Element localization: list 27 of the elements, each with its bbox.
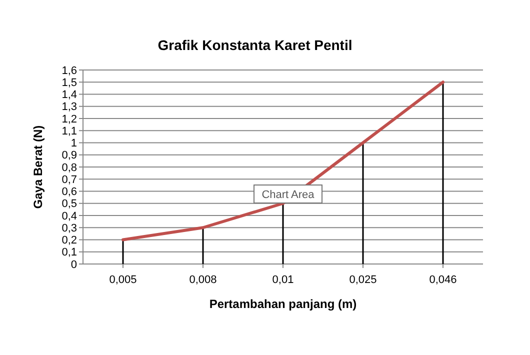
y-tick-label: 1,4 (62, 89, 77, 102)
x-tick-label: 0,025 (349, 274, 377, 286)
y-tick-label: 1,1 (62, 125, 77, 138)
y-axis-title: Gaya Berat (N) (31, 125, 45, 209)
y-tick-label: 0,2 (62, 234, 77, 247)
x-tick-label: 0,046 (429, 274, 457, 286)
y-tick-label: 0,8 (62, 162, 77, 174)
y-tick-label: 0,3 (62, 222, 77, 234)
y-tick-label: 1,3 (62, 101, 77, 114)
x-tick-label: 0,005 (109, 274, 137, 286)
y-tick-label: 0,6 (62, 186, 77, 198)
y-tick-label: 1,2 (62, 113, 77, 126)
x-tick-label: 0,01 (272, 274, 294, 286)
annotation: Chart Area (262, 189, 316, 201)
y-tick-label: 0,9 (62, 150, 77, 162)
y-tick-label: 0,7 (62, 174, 77, 186)
chart-title: Grafik Konstanta Karet Pentil (158, 37, 352, 53)
line-series (122, 80, 444, 242)
y-tick-label: 0,5 (62, 198, 77, 210)
y-tick-label: 1,6 (62, 64, 77, 77)
x-tick-label: 0,008 (189, 274, 217, 286)
y-tick-label: 0,4 (62, 210, 77, 222)
y-tick-label: 0 (70, 258, 77, 271)
y-tick-label: 0,1 (62, 246, 77, 259)
y-tick-label: 1,5 (62, 76, 77, 89)
y-tick-label: 1 (70, 138, 77, 150)
x-axis-title: Pertambahan panjang (m) (209, 297, 357, 311)
